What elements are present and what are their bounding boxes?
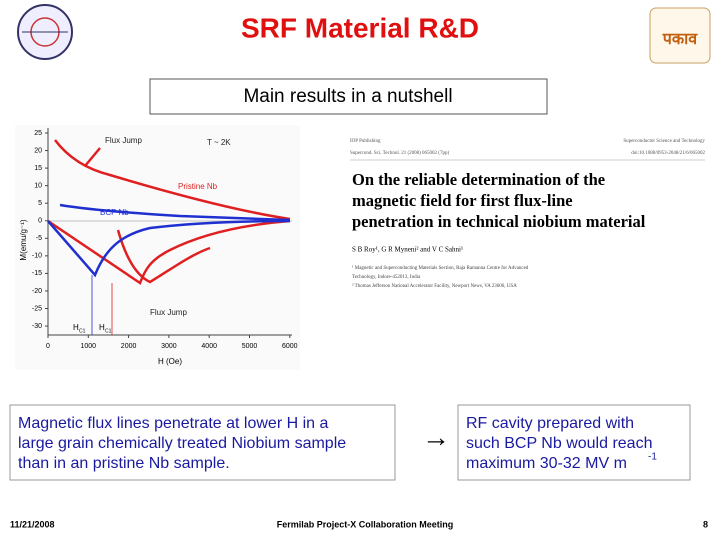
arrow: → (422, 422, 450, 453)
y-tick-label: -15 (32, 270, 42, 277)
footer-date: 11/21/2008 (10, 519, 55, 529)
red-curve (54, 139, 291, 221)
annotation: T ~ 2K (207, 138, 231, 147)
red-curve (47, 219, 291, 285)
red-curve (116, 229, 211, 284)
figure-bg (15, 125, 300, 370)
footer-page: 8 (703, 519, 708, 529)
annotation: BCP Nb (100, 208, 129, 217)
blue-curve (59, 203, 291, 222)
paper-snapshot: IOP Publishing Supercond. Sci. Technol. 2… (340, 130, 710, 300)
paper-title: penetration in technical niobium materia… (352, 212, 646, 231)
x-tick-label: 1000 (81, 343, 97, 350)
x-tick-label: 2000 (121, 343, 137, 350)
x-tick-label: 3000 (161, 343, 177, 350)
y-tick-label: 5 (38, 200, 42, 207)
svg-text:पकाव: पकाव (662, 31, 699, 48)
annotation: Flux Jump (105, 136, 142, 145)
right-note: RF cavity prepared with (466, 415, 634, 432)
paper-affiliation: ¹ Magnetic and Superconducting Materials… (352, 265, 529, 271)
annotation: Pristine Nb (178, 182, 218, 191)
figure: 25 20 15 10 5 0 -5 -10 -15 -20 -25 -30 0 1000 2000 3000… (15, 125, 300, 370)
left-note: than in an pristine Nb sample. (18, 455, 230, 472)
y-tick-label: -10 (32, 253, 42, 260)
left-note-box (9, 404, 396, 481)
y-tick-label: 25 (34, 130, 42, 137)
right-note: such BCP Nb would reach (466, 435, 652, 452)
hc1-sub: C1 (105, 328, 112, 334)
y-tick-label: 0 (38, 218, 42, 225)
left-logo (17, 4, 73, 60)
x-axis-label: H (Oe) (158, 357, 182, 366)
paper-affiliation: ² Thomas Jefferson National Accelerator … (352, 283, 517, 289)
right-note-sup: -1 (648, 452, 657, 463)
red-jump (84, 147, 101, 167)
paper-header: IOP Publishing (350, 139, 381, 144)
left-note: large grain chemically treated Niobium s… (18, 435, 346, 452)
y-axis-label: M(emu/g⁻¹) (19, 219, 28, 260)
y-tick-label: 15 (34, 165, 42, 172)
paper-header: Supercond. Sci. Technol. 21 (2008) 06500… (350, 151, 449, 156)
hc1-sub: C1 (79, 328, 86, 334)
subtitle-box (149, 78, 548, 115)
y-tick-label: 20 (34, 147, 42, 154)
y-tick-label: -5 (36, 235, 42, 242)
hc1-label: H (99, 323, 105, 332)
paper-authors: S B Roy¹, G R Myneni² and V C Sahni¹ (352, 246, 463, 254)
paper-header: doi:10.1088/0953-2048/21/6/065002 (631, 151, 705, 156)
y-tick-label: -30 (32, 323, 42, 330)
hc1-label: H (73, 323, 79, 332)
y-tick-label: -25 (32, 305, 42, 312)
left-note: Magnetic flux lines penetrate at lower H… (18, 415, 328, 432)
paper-bg (340, 130, 710, 300)
annotation: Flux Jump (150, 308, 187, 317)
blue-curve (47, 219, 291, 278)
paper-affiliation: Technology, Indore-452013, India (352, 275, 421, 280)
x-tick-label: 0 (46, 343, 50, 350)
paper-header: Superconductor Science and Technology (623, 139, 705, 144)
x-tick-label: 5000 (242, 343, 258, 350)
right-note: maximum 30-32 MV m (466, 455, 627, 472)
footer-meeting: Fermilab Project-X Collaboration Meeting (277, 519, 454, 529)
y-tick-label: 10 (34, 182, 42, 189)
x-tick-label: 6000 (282, 343, 298, 350)
title: SRF Material R&D (241, 12, 479, 43)
y-tick-label: -20 (32, 288, 42, 295)
paper-title: magnetic field for first flux-line (352, 191, 573, 210)
right-note-box (457, 404, 691, 481)
subtitle: Main results in a nutshell (243, 86, 452, 107)
right-logo: पकाव (649, 7, 711, 64)
x-tick-label: 4000 (201, 343, 217, 350)
paper-title: On the reliable determination of the (352, 170, 605, 189)
